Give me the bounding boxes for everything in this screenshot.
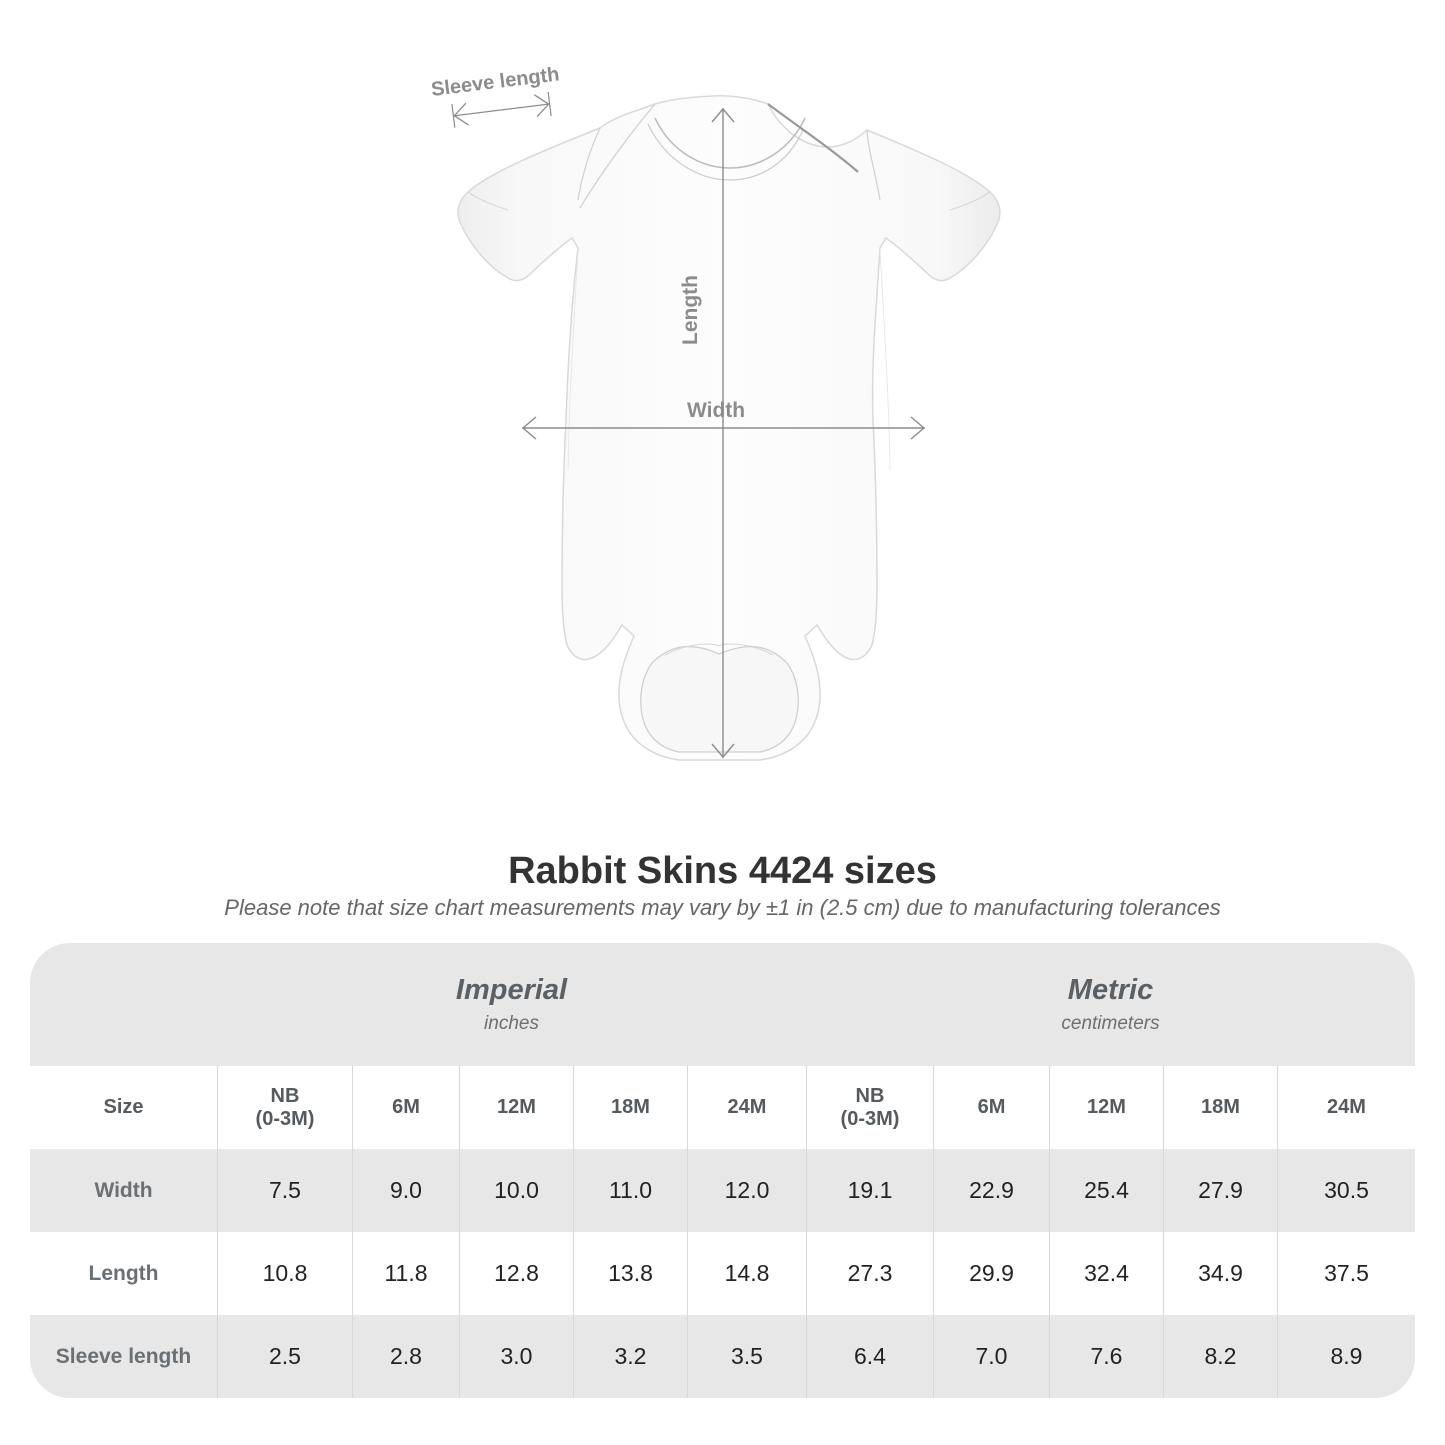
svg-text:Width: Width: [687, 399, 745, 422]
svg-text:Length: Length: [679, 275, 702, 345]
svg-text:Sleeve length: Sleeve length: [430, 63, 561, 101]
